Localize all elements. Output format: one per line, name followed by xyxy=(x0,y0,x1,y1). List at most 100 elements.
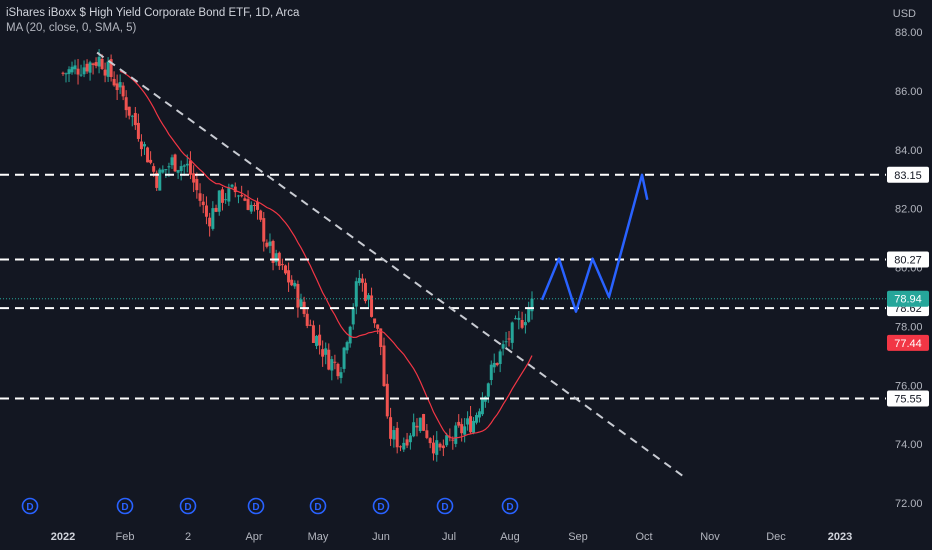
candle-body xyxy=(315,335,319,346)
candle-body xyxy=(161,169,165,173)
candle-body xyxy=(435,440,439,455)
candle-body xyxy=(133,113,137,126)
candle-body xyxy=(398,446,402,448)
candle-body xyxy=(188,160,192,175)
candle-body xyxy=(520,319,524,328)
candle-body xyxy=(474,415,478,423)
indicator-legend[interactable]: MA (20, close, 0, SMA, 5) xyxy=(6,22,137,34)
candle-body xyxy=(130,115,134,117)
candle-body xyxy=(425,430,429,438)
candle-body xyxy=(477,411,481,418)
dividend-marker-label: D xyxy=(377,502,384,513)
candle-body xyxy=(389,417,393,439)
y-tick-label: 74.00 xyxy=(895,439,923,451)
candle-body xyxy=(495,363,499,366)
dividend-marker[interactable] xyxy=(21,497,39,515)
candle-body xyxy=(277,252,281,266)
x-tick-label: Aug xyxy=(500,531,520,543)
candle-body xyxy=(308,324,312,326)
candle-body xyxy=(422,414,426,431)
candle-body xyxy=(498,351,502,364)
dividend-marker[interactable] xyxy=(501,497,519,515)
x-tick-label: Oct xyxy=(635,531,652,543)
candle-body xyxy=(192,173,196,183)
candle-body xyxy=(262,218,266,242)
x-tick-label: Feb xyxy=(116,531,135,543)
candle-body xyxy=(379,328,383,348)
candle-body xyxy=(339,372,343,378)
candle-body xyxy=(85,63,89,72)
candle-body xyxy=(392,430,396,440)
dividend-marker-label: D xyxy=(121,502,128,513)
candle-body xyxy=(265,242,269,247)
candle-body xyxy=(510,322,514,343)
projection-path[interactable] xyxy=(540,173,649,313)
candle-body xyxy=(211,208,215,229)
candle-body xyxy=(167,166,171,168)
candle-body xyxy=(504,341,508,343)
candle-body xyxy=(311,325,315,343)
candle-body xyxy=(480,399,484,415)
candle-body xyxy=(363,282,367,302)
candle-body xyxy=(201,201,205,206)
dividend-marker[interactable] xyxy=(436,497,454,515)
candle-body xyxy=(88,62,92,73)
candle-body xyxy=(517,317,521,320)
x-tick-label: 2023 xyxy=(828,531,852,543)
x-tick-label: 2 xyxy=(185,531,191,543)
dividend-marker[interactable] xyxy=(372,497,390,515)
candle-body xyxy=(170,157,174,166)
candle-body xyxy=(360,278,364,283)
y-tick-label: 88.00 xyxy=(895,27,923,39)
candle-body xyxy=(127,106,131,116)
candle-body xyxy=(492,362,496,368)
price-axis[interactable] xyxy=(886,0,932,550)
candle-body xyxy=(454,425,458,444)
candle-body xyxy=(333,361,337,363)
candle-body xyxy=(179,166,183,172)
dividend-marker[interactable] xyxy=(179,497,197,515)
descending-trendline[interactable] xyxy=(96,51,685,478)
candle-body xyxy=(486,383,490,397)
y-tick-label: 78.00 xyxy=(895,321,923,333)
dividend-marker[interactable] xyxy=(309,497,327,515)
candle-body xyxy=(142,144,146,147)
candle-body xyxy=(305,313,309,326)
candle-body xyxy=(336,363,340,377)
candle-body xyxy=(233,186,237,193)
candle-body xyxy=(268,241,272,246)
candle-body xyxy=(70,66,74,73)
candle-body xyxy=(457,421,461,426)
candle-body xyxy=(293,282,297,287)
candle-body xyxy=(408,435,412,443)
y-tick-label: 72.00 xyxy=(895,498,923,510)
candle-body xyxy=(324,348,328,355)
y-tick-label: 76.00 xyxy=(895,380,923,392)
candle-body xyxy=(112,78,116,86)
candle-body xyxy=(259,210,263,220)
candle-body xyxy=(507,338,511,340)
dividend-marker-label: D xyxy=(314,502,321,513)
candle-body xyxy=(342,347,346,369)
candle-body xyxy=(345,342,349,351)
candle-body xyxy=(158,169,162,191)
dividend-marker[interactable] xyxy=(116,497,134,515)
candle-body xyxy=(530,298,534,312)
last-price-tag: 78.94 xyxy=(894,294,922,306)
candle-body xyxy=(418,417,422,432)
dividend-marker[interactable] xyxy=(247,497,265,515)
candle-body xyxy=(109,59,113,78)
candle-body xyxy=(451,439,455,441)
candle-body xyxy=(357,278,361,284)
candle-body xyxy=(79,74,83,76)
level-price-tag-bg xyxy=(887,166,929,183)
symbol-title[interactable]: iShares iBoxx $ High Yield Corporate Bon… xyxy=(6,7,300,19)
dividend-marker-label: D xyxy=(506,502,513,513)
candle-body xyxy=(227,187,231,202)
candle-body xyxy=(441,445,445,449)
level-price-tag: 83.15 xyxy=(894,170,922,182)
candle-body xyxy=(280,264,284,266)
candle-body xyxy=(121,85,125,97)
